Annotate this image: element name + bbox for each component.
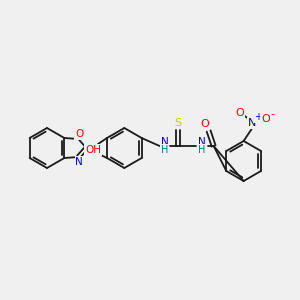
Text: H: H — [161, 145, 168, 155]
Text: N: N — [198, 137, 206, 147]
Text: S: S — [174, 118, 181, 128]
Text: N: N — [161, 137, 169, 147]
Text: -: - — [271, 109, 274, 119]
Text: OH: OH — [85, 145, 101, 155]
Text: O: O — [261, 114, 270, 124]
Text: O: O — [75, 129, 83, 139]
Text: O: O — [235, 108, 244, 118]
Text: +: + — [254, 112, 262, 122]
Text: N: N — [75, 157, 83, 167]
Text: O: O — [200, 119, 209, 129]
Text: N: N — [248, 118, 256, 128]
Text: H: H — [198, 145, 205, 155]
